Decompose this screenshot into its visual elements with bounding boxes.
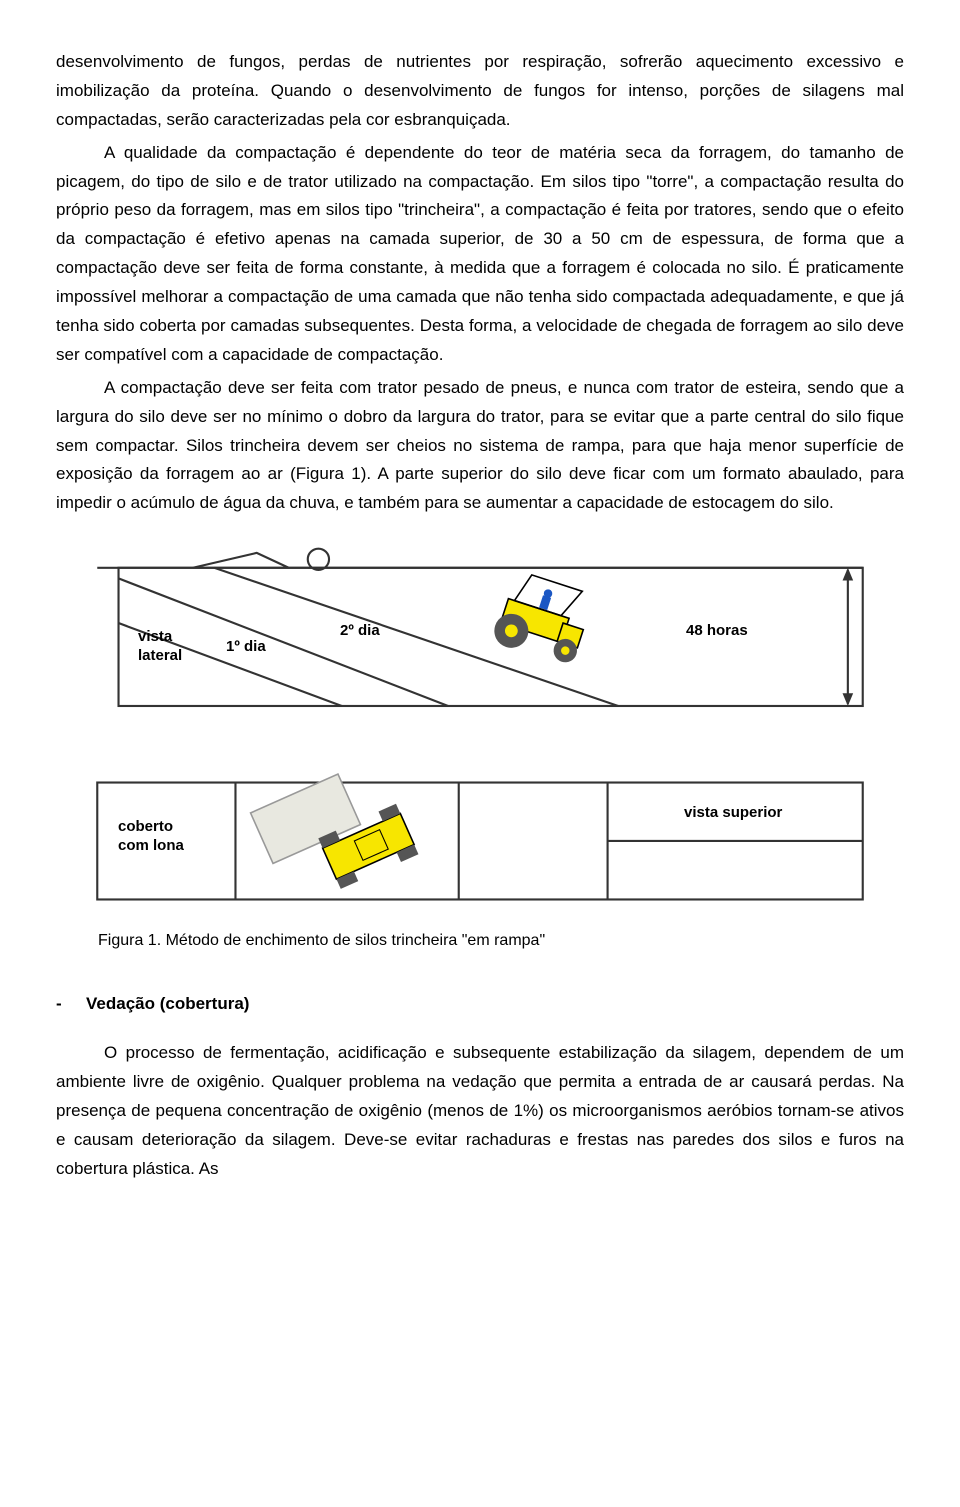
figure-1-svg <box>76 538 884 921</box>
label-2-dia: 2º dia <box>340 618 380 644</box>
label-48-horas: 48 horas <box>686 618 748 644</box>
paragraph-1: desenvolvimento de fungos, perdas de nut… <box>56 48 904 135</box>
paragraph-2: A qualidade da compactação é dependente … <box>56 139 904 370</box>
label-vista-superior: vista superior <box>684 800 782 826</box>
bullet-dash: - <box>56 990 86 1019</box>
paragraph-3: A compactação deve ser feita com trator … <box>56 374 904 518</box>
label-vista-lateral: vistalateral <box>138 628 182 666</box>
figure-1-caption: Figura 1. Método de enchimento de silos … <box>98 927 884 954</box>
section-heading-text: Vedação (cobertura) <box>86 994 249 1013</box>
section-heading-vedacao: -Vedação (cobertura) <box>56 990 904 1019</box>
label-coberto-lona: cobertocom lona <box>118 818 184 856</box>
label-1-dia: 1º dia <box>226 634 266 660</box>
paragraph-4: O processo de fermentação, acidificação … <box>56 1039 904 1183</box>
figure-1: vistalateral 1º dia 2º dia 48 horas cobe… <box>56 538 904 954</box>
